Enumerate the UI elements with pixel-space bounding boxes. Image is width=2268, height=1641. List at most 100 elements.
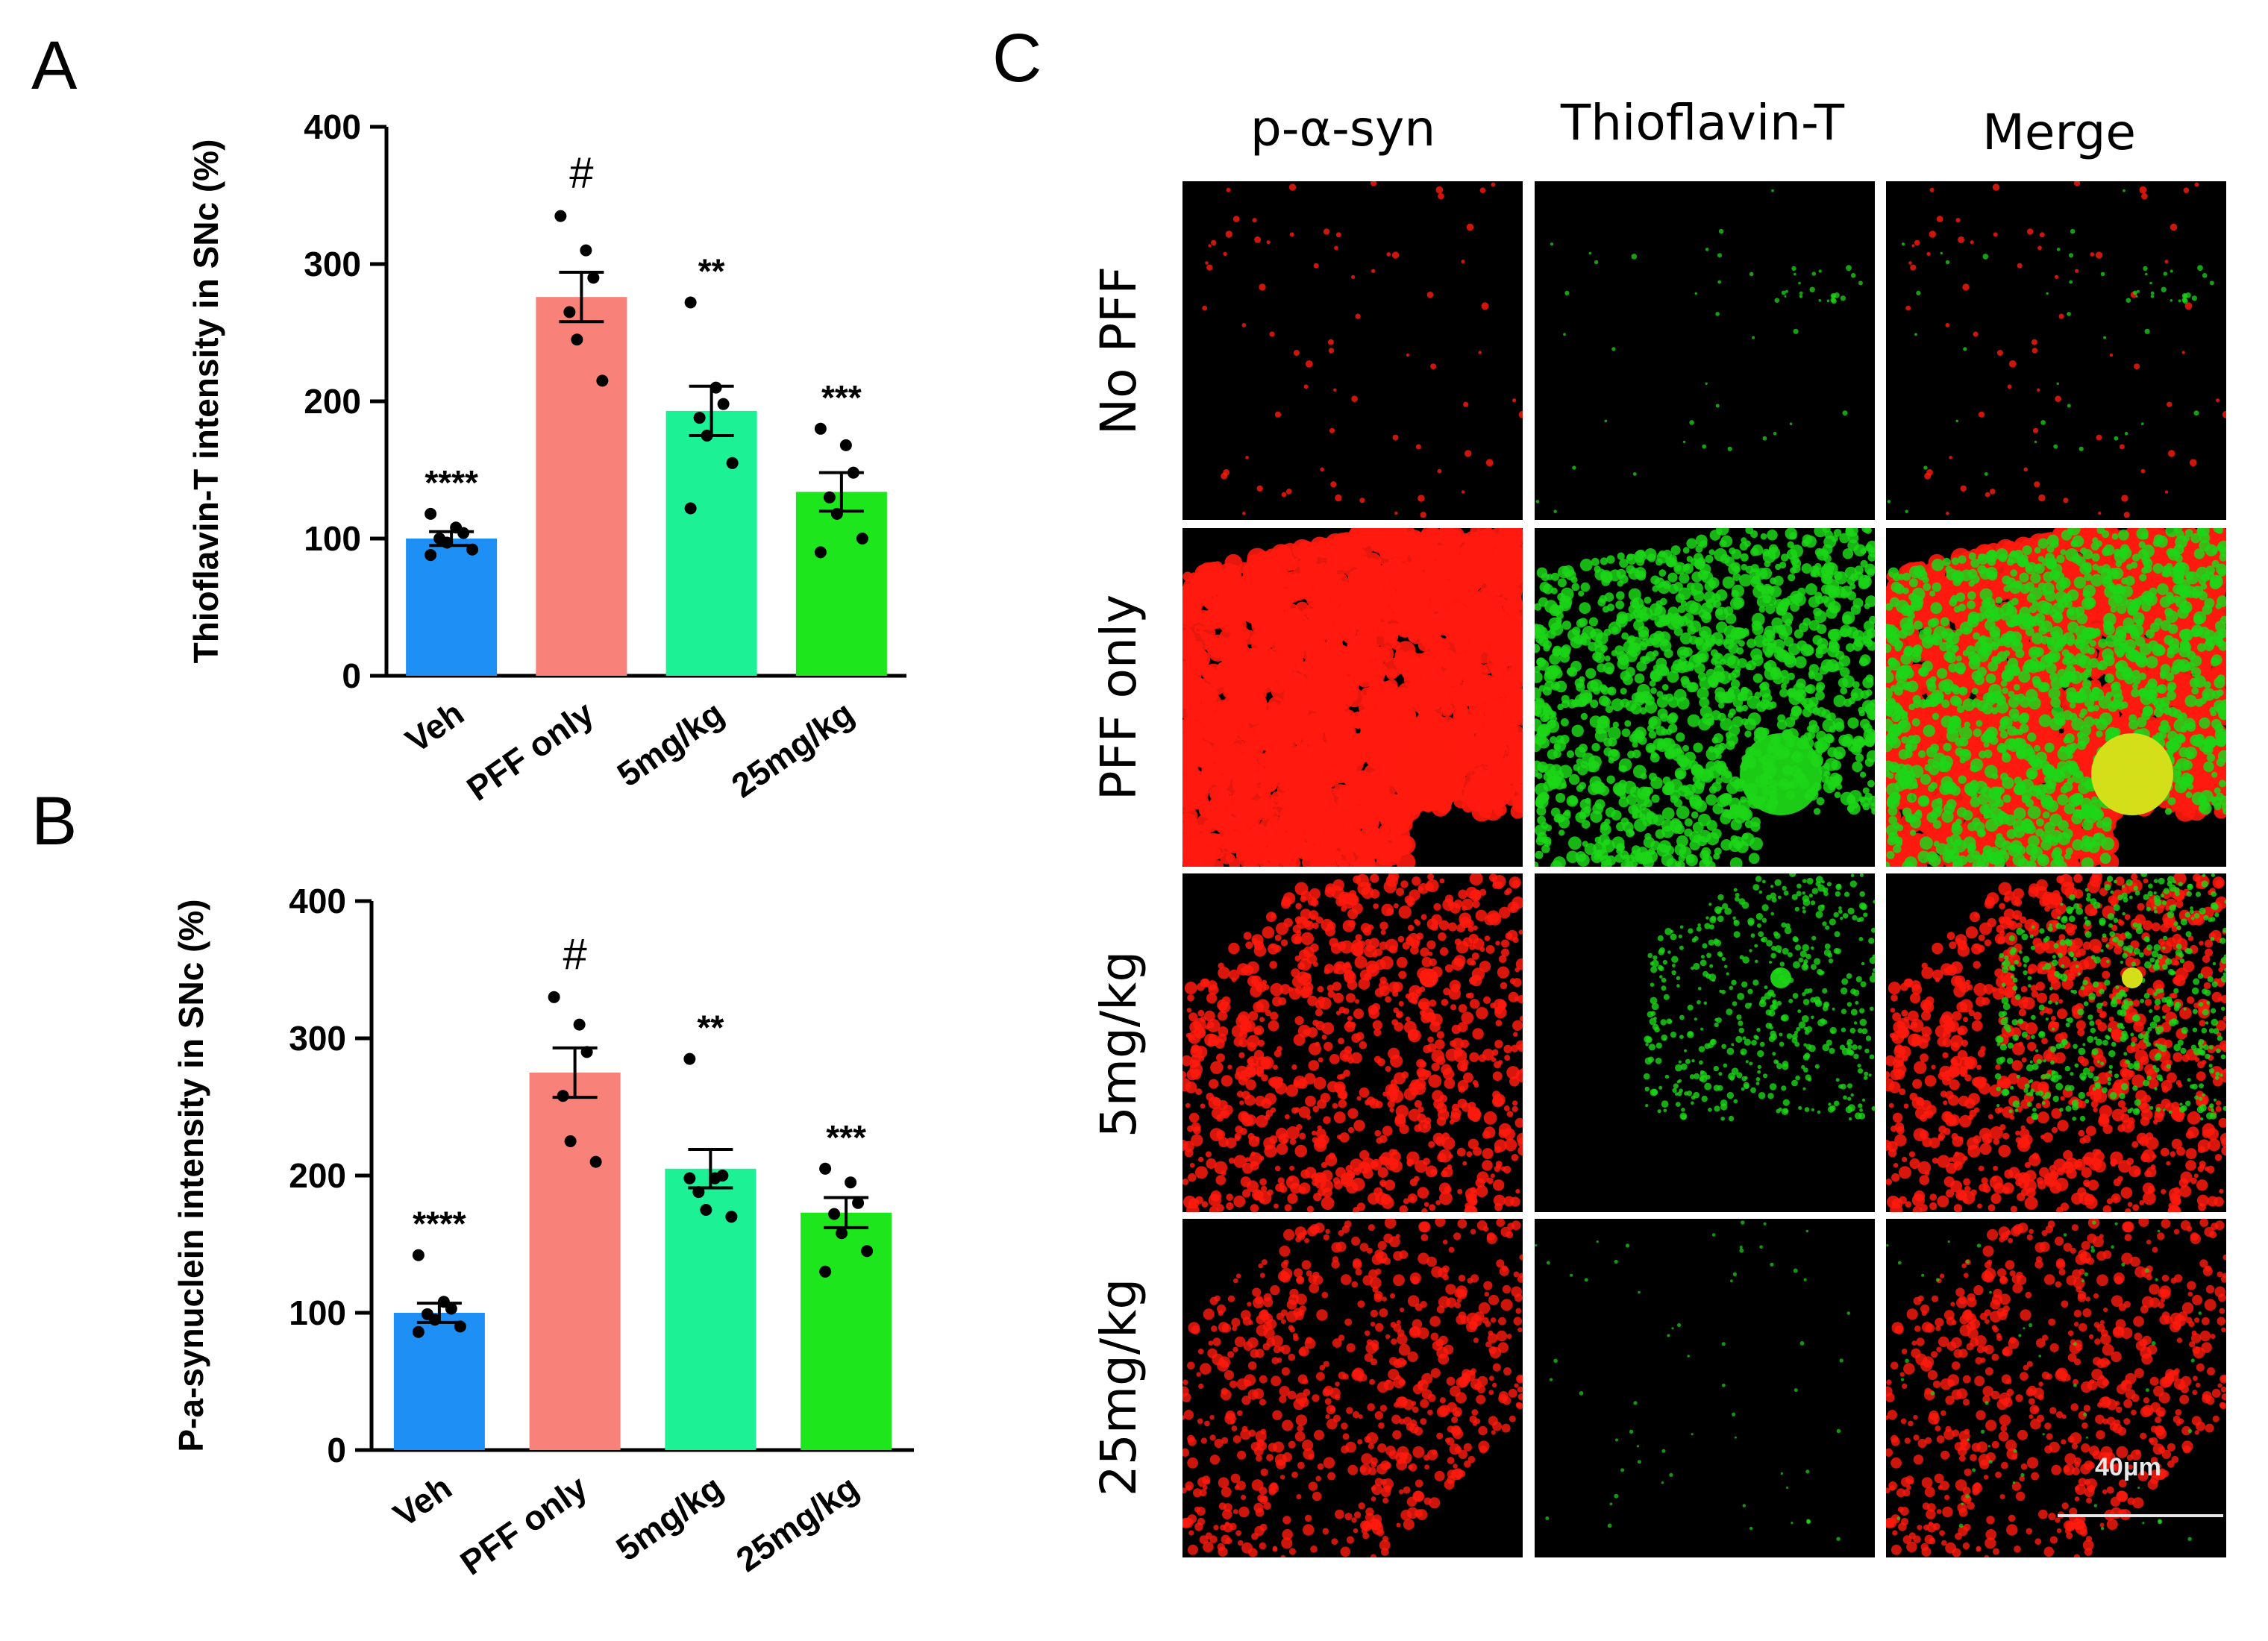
micrograph-5mg-kg-p-alpha-syn (1182, 873, 1523, 1212)
data-point (692, 1186, 705, 1199)
data-point (856, 533, 868, 545)
data-point (684, 296, 697, 309)
micrograph-25mg-kg-p-alpha-syn (1182, 1219, 1523, 1557)
y-tick-label: 200 (304, 382, 361, 421)
data-point (445, 1302, 457, 1315)
x-tick-label: Veh (386, 1468, 459, 1535)
bar (801, 1212, 892, 1450)
micrograph-5mg-kg-merge (1886, 873, 2226, 1212)
y-tick-label: 0 (327, 1431, 346, 1469)
column-title-p-alpha-syn: p-α-syn (1250, 100, 1436, 157)
micrograph-pff-only-thioflavin-t (1535, 528, 1875, 867)
y-tick-label: 400 (289, 882, 346, 920)
data-point (589, 1155, 602, 1168)
data-point (457, 527, 470, 539)
data-point (412, 1249, 425, 1261)
data-point (700, 1204, 712, 1216)
data-point (717, 398, 730, 410)
data-point (693, 412, 706, 424)
data-point (861, 1245, 874, 1258)
y-tick-label: 100 (289, 1293, 346, 1332)
data-point (819, 1265, 832, 1278)
y-axis-label: P-a-synuclein intensity in SNc (%) (172, 899, 210, 1452)
row-label-5mg-kg: 5mg/kg (1090, 950, 1147, 1138)
data-point (852, 1196, 865, 1209)
y-tick-label: 200 (289, 1156, 346, 1195)
scale-bar (2058, 1514, 2223, 1517)
data-point (563, 306, 576, 319)
data-point (847, 466, 859, 479)
data-point (709, 381, 722, 394)
bar (406, 539, 498, 676)
data-point (428, 1314, 441, 1326)
y-tick-label: 0 (342, 656, 361, 695)
data-point (701, 430, 713, 442)
bar (665, 410, 757, 676)
panel-letter-a: A (31, 28, 78, 104)
data-point (425, 507, 437, 520)
column-title-merge: Merge (1982, 104, 2137, 161)
significance-annotation: **** (425, 463, 478, 502)
data-point (828, 1208, 841, 1220)
y-tick-label: 400 (304, 107, 361, 146)
micrograph-pff-only-merge (1886, 528, 2226, 867)
significance-annotation: # (569, 149, 593, 198)
y-tick-label: 300 (304, 245, 361, 283)
data-point (571, 333, 583, 346)
data-point (412, 1325, 425, 1338)
bar (529, 1073, 621, 1450)
significance-annotation: # (563, 930, 586, 979)
data-point (726, 456, 739, 469)
micrograph-no-pff-merge (1886, 181, 2226, 520)
bar (393, 1313, 485, 1450)
data-point (683, 1172, 696, 1185)
data-point (716, 1170, 729, 1182)
data-point (823, 491, 836, 503)
significance-annotation: ** (697, 1008, 724, 1047)
data-point (573, 1018, 586, 1031)
data-point (814, 422, 827, 435)
micrograph-no-pff-thioflavin-t (1535, 181, 1875, 520)
micrograph-no-pff-p-alpha-syn (1182, 181, 1523, 520)
data-point (425, 549, 437, 562)
data-point (580, 244, 592, 257)
y-axis-label: Thioflavin-T intensity in SNc (%) (187, 139, 225, 664)
bar (536, 297, 627, 676)
x-tick-label: 5mg/kg (609, 1468, 730, 1569)
data-point (725, 1211, 738, 1223)
data-point (830, 507, 843, 520)
column-title-thioflavin-t: Thioflavin-T (1560, 94, 1845, 151)
y-tick-label: 100 (304, 519, 361, 558)
significance-annotation: **** (413, 1205, 466, 1243)
data-point (836, 1227, 848, 1240)
significance-annotation: ** (698, 252, 725, 291)
data-point (454, 1320, 466, 1333)
data-point (466, 543, 479, 556)
row-label-no-pff: No PFF (1090, 266, 1147, 436)
micrograph-25mg-kg-thioflavin-t (1535, 1219, 1875, 1557)
data-point (557, 1090, 569, 1102)
data-point (587, 272, 600, 284)
data-point (554, 210, 567, 222)
data-point (684, 502, 697, 515)
micrograph-25mg-kg-merge (1886, 1219, 2226, 1557)
row-label-25mg-kg: 25mg/kg (1090, 1278, 1147, 1497)
significance-annotation: *** (821, 378, 862, 417)
data-point (819, 1162, 832, 1175)
micrograph-5mg-kg-thioflavin-t (1535, 873, 1875, 1212)
bar-chart-p-a-synuclein: 0 100 200 300 400 P-a-synuclein intensity in … (172, 882, 914, 1583)
micrograph-pff-only-p-alpha-syn (1182, 528, 1523, 867)
data-point (441, 536, 454, 549)
x-tick-label: Veh (398, 694, 471, 761)
y-tick-label: 300 (289, 1019, 346, 1058)
panel-letter-c: C (992, 20, 1042, 96)
bar (795, 492, 887, 676)
bar (665, 1168, 756, 1450)
scale-bar-label: 40μm (2095, 1453, 2161, 1481)
data-point (845, 1176, 857, 1189)
row-label-pff-only: PFF only (1090, 594, 1147, 801)
data-point (683, 1052, 696, 1065)
data-point (564, 1135, 577, 1147)
data-point (596, 374, 609, 387)
data-point (580, 1046, 593, 1058)
